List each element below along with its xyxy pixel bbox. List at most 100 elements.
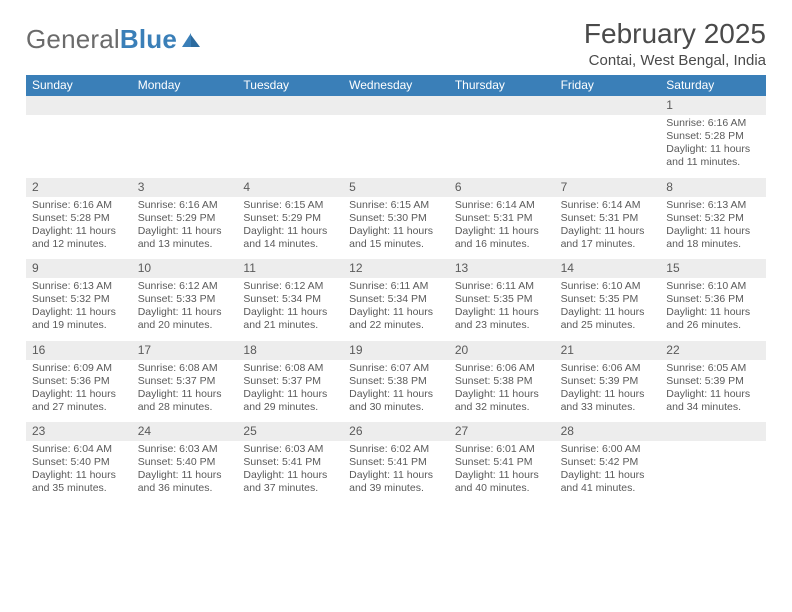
day-number: 9 bbox=[26, 259, 132, 278]
location: Contai, West Bengal, India bbox=[584, 52, 766, 69]
day-number: 20 bbox=[449, 341, 555, 360]
day-number: 27 bbox=[449, 422, 555, 441]
daylight: Daylight: 11 hours and 12 minutes. bbox=[32, 225, 126, 251]
sunset: Sunset: 5:41 PM bbox=[455, 456, 549, 469]
day-info bbox=[237, 115, 343, 178]
sunrise: Sunrise: 6:10 AM bbox=[561, 280, 655, 293]
day-info bbox=[660, 441, 766, 504]
sunset: Sunset: 5:39 PM bbox=[666, 375, 760, 388]
sunrise: Sunrise: 6:15 AM bbox=[349, 199, 443, 212]
day-number: 26 bbox=[343, 422, 449, 441]
day-info: Sunrise: 6:03 AMSunset: 5:41 PMDaylight:… bbox=[237, 441, 343, 504]
daylight: Daylight: 11 hours and 34 minutes. bbox=[666, 388, 760, 414]
day-info bbox=[449, 115, 555, 178]
daylight: Daylight: 11 hours and 29 minutes. bbox=[243, 388, 337, 414]
daylight: Daylight: 11 hours and 14 minutes. bbox=[243, 225, 337, 251]
day-info: Sunrise: 6:09 AMSunset: 5:36 PMDaylight:… bbox=[26, 360, 132, 423]
day-number: 1 bbox=[660, 96, 766, 115]
day-number: 7 bbox=[555, 178, 661, 197]
sunrise: Sunrise: 6:12 AM bbox=[243, 280, 337, 293]
daylight: Daylight: 11 hours and 23 minutes. bbox=[455, 306, 549, 332]
daylight: Daylight: 11 hours and 16 minutes. bbox=[455, 225, 549, 251]
day-number bbox=[237, 96, 343, 115]
day-number bbox=[343, 96, 449, 115]
sunrise: Sunrise: 6:07 AM bbox=[349, 362, 443, 375]
sunrise: Sunrise: 6:04 AM bbox=[32, 443, 126, 456]
daylight: Daylight: 11 hours and 17 minutes. bbox=[561, 225, 655, 251]
day-number: 2 bbox=[26, 178, 132, 197]
daylight: Daylight: 11 hours and 27 minutes. bbox=[32, 388, 126, 414]
day-number: 21 bbox=[555, 341, 661, 360]
daylight: Daylight: 11 hours and 30 minutes. bbox=[349, 388, 443, 414]
daylight: Daylight: 11 hours and 20 minutes. bbox=[138, 306, 232, 332]
sunset: Sunset: 5:32 PM bbox=[32, 293, 126, 306]
sunset: Sunset: 5:38 PM bbox=[349, 375, 443, 388]
daylight: Daylight: 11 hours and 35 minutes. bbox=[32, 469, 126, 495]
sunrise: Sunrise: 6:13 AM bbox=[32, 280, 126, 293]
sunrise: Sunrise: 6:14 AM bbox=[455, 199, 549, 212]
day-info: Sunrise: 6:12 AMSunset: 5:33 PMDaylight:… bbox=[132, 278, 238, 341]
sunset: Sunset: 5:41 PM bbox=[349, 456, 443, 469]
sunset: Sunset: 5:31 PM bbox=[561, 212, 655, 225]
daylight: Daylight: 11 hours and 39 minutes. bbox=[349, 469, 443, 495]
sunset: Sunset: 5:36 PM bbox=[666, 293, 760, 306]
logo: General Blue bbox=[26, 24, 201, 55]
daylight: Daylight: 11 hours and 19 minutes. bbox=[32, 306, 126, 332]
day-number bbox=[449, 96, 555, 115]
day-number: 14 bbox=[555, 259, 661, 278]
day-number: 17 bbox=[132, 341, 238, 360]
day-number: 25 bbox=[237, 422, 343, 441]
day-number bbox=[660, 422, 766, 441]
day-info: Sunrise: 6:10 AMSunset: 5:35 PMDaylight:… bbox=[555, 278, 661, 341]
sunset: Sunset: 5:29 PM bbox=[243, 212, 337, 225]
day-info: Sunrise: 6:14 AMSunset: 5:31 PMDaylight:… bbox=[555, 197, 661, 260]
sunset: Sunset: 5:37 PM bbox=[138, 375, 232, 388]
day-number: 23 bbox=[26, 422, 132, 441]
weekday-label: Friday bbox=[555, 75, 661, 96]
day-number bbox=[555, 96, 661, 115]
daynum-row: 1 bbox=[26, 96, 766, 115]
day-number: 3 bbox=[132, 178, 238, 197]
day-number: 22 bbox=[660, 341, 766, 360]
day-number: 19 bbox=[343, 341, 449, 360]
weeks-container: 1Sunrise: 6:16 AMSunset: 5:28 PMDaylight… bbox=[26, 96, 766, 504]
day-info: Sunrise: 6:08 AMSunset: 5:37 PMDaylight:… bbox=[132, 360, 238, 423]
day-info: Sunrise: 6:16 AMSunset: 5:28 PMDaylight:… bbox=[26, 197, 132, 260]
sunrise: Sunrise: 6:00 AM bbox=[561, 443, 655, 456]
daylight: Daylight: 11 hours and 36 minutes. bbox=[138, 469, 232, 495]
day-number: 12 bbox=[343, 259, 449, 278]
sunset: Sunset: 5:40 PM bbox=[32, 456, 126, 469]
sunrise: Sunrise: 6:06 AM bbox=[561, 362, 655, 375]
day-info bbox=[343, 115, 449, 178]
title-area: February 2025 Contai, West Bengal, India bbox=[584, 18, 766, 69]
weekday-label: Monday bbox=[132, 75, 238, 96]
daylight: Daylight: 11 hours and 37 minutes. bbox=[243, 469, 337, 495]
sunrise: Sunrise: 6:16 AM bbox=[32, 199, 126, 212]
month-title: February 2025 bbox=[584, 18, 766, 50]
day-number bbox=[132, 96, 238, 115]
header: General Blue February 2025 Contai, West … bbox=[26, 18, 766, 69]
day-info: Sunrise: 6:11 AMSunset: 5:34 PMDaylight:… bbox=[343, 278, 449, 341]
day-number: 15 bbox=[660, 259, 766, 278]
weekday-header: SundayMondayTuesdayWednesdayThursdayFrid… bbox=[26, 75, 766, 96]
daylight: Daylight: 11 hours and 28 minutes. bbox=[138, 388, 232, 414]
daylight: Daylight: 11 hours and 32 minutes. bbox=[455, 388, 549, 414]
sunrise: Sunrise: 6:03 AM bbox=[243, 443, 337, 456]
day-info: Sunrise: 6:16 AMSunset: 5:28 PMDaylight:… bbox=[660, 115, 766, 178]
daylight: Daylight: 11 hours and 11 minutes. bbox=[666, 143, 760, 169]
day-info: Sunrise: 6:15 AMSunset: 5:29 PMDaylight:… bbox=[237, 197, 343, 260]
daylight: Daylight: 11 hours and 18 minutes. bbox=[666, 225, 760, 251]
sunrise: Sunrise: 6:09 AM bbox=[32, 362, 126, 375]
day-info: Sunrise: 6:13 AMSunset: 5:32 PMDaylight:… bbox=[26, 278, 132, 341]
logo-general: General bbox=[26, 24, 120, 55]
sunset: Sunset: 5:42 PM bbox=[561, 456, 655, 469]
daynum-row: 232425262728 bbox=[26, 422, 766, 441]
sunrise: Sunrise: 6:03 AM bbox=[138, 443, 232, 456]
sunset: Sunset: 5:31 PM bbox=[455, 212, 549, 225]
weekday-label: Tuesday bbox=[237, 75, 343, 96]
sunrise: Sunrise: 6:13 AM bbox=[666, 199, 760, 212]
daylight: Daylight: 11 hours and 33 minutes. bbox=[561, 388, 655, 414]
day-number: 11 bbox=[237, 259, 343, 278]
week-row: Sunrise: 6:16 AMSunset: 5:28 PMDaylight:… bbox=[26, 115, 766, 178]
day-number: 28 bbox=[555, 422, 661, 441]
